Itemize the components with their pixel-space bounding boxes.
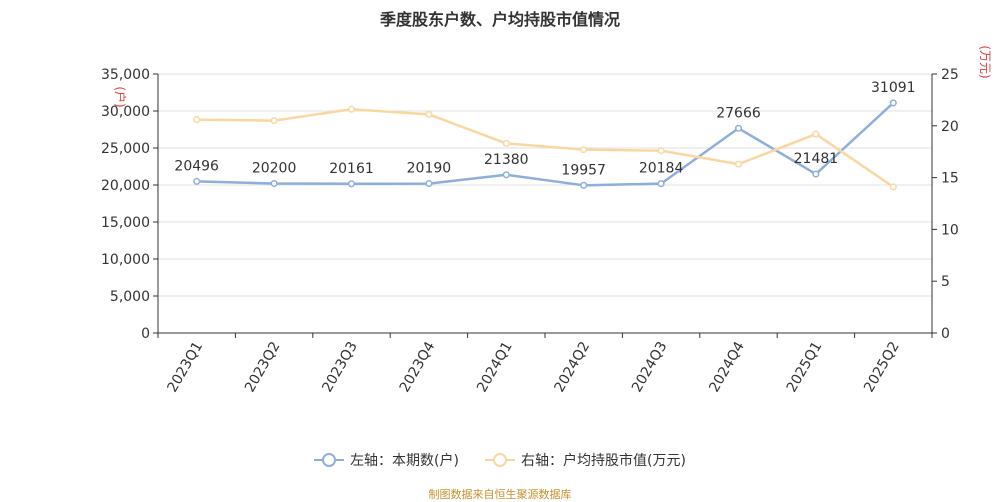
data-label-households: 21481: [794, 151, 839, 167]
legend-label-avg-holding-value: 右轴：户均持股市值(万元): [521, 453, 686, 469]
legend-item-households[interactable]: 左轴：本期数(户): [314, 450, 459, 470]
left-axis-tick-label: 25,000: [101, 141, 150, 157]
left-axis-unit-label: (户): [113, 86, 128, 107]
data-point-avg-holding-value: [734, 160, 743, 168]
series-line-avg-holding-value: [196, 107, 895, 188]
data-label-households: 19957: [561, 162, 606, 178]
data-point-avg-holding-value: [580, 146, 588, 154]
right-axis-tick-label: 25: [941, 67, 959, 83]
left-axis-tick-label: 30,000: [101, 104, 150, 120]
data-point-avg-holding-value: [657, 147, 665, 155]
legend: 左轴：本期数(户) 右轴：户均持股市值(万元): [0, 450, 1000, 470]
left-axis-tick-label: 15,000: [101, 215, 150, 231]
right-axis-tick-label: 5: [941, 274, 950, 290]
data-label-households: 20496: [174, 158, 219, 174]
data-point-avg-holding-value: [347, 105, 356, 113]
data-point-households: [734, 124, 743, 132]
data-point-avg-holding-value: [193, 116, 201, 124]
x-axis-tick-label: 2025Q1: [784, 339, 826, 395]
data-point-avg-holding-value: [502, 139, 510, 147]
left-axis-tick-label: 10,000: [101, 252, 150, 268]
data-label-households: 20161: [329, 161, 374, 177]
data-point-households: [812, 170, 820, 178]
data-label-households: 20190: [407, 161, 452, 177]
legend-swatch-households: [314, 453, 345, 467]
data-point-households: [270, 179, 278, 188]
x-axis-tick-label: 2025Q2: [861, 339, 903, 395]
data-label-households: 21380: [484, 152, 529, 168]
data-point-avg-holding-value: [270, 117, 278, 125]
right-axis-tick-label: 20: [941, 119, 959, 135]
x-axis-tick-label: 2023Q4: [397, 339, 439, 395]
data-point-households: [193, 177, 201, 185]
x-axis-tick-label: 2023Q2: [242, 339, 284, 395]
x-axis-tick-label: 2024Q1: [474, 339, 516, 395]
legend-item-avg-holding-value[interactable]: 右轴：户均持股市值(万元): [485, 450, 686, 470]
left-axis-tick-label: 35,000: [101, 67, 150, 83]
data-point-avg-holding-value: [812, 130, 820, 138]
data-point-households: [502, 171, 510, 179]
legend-swatch-avg-holding-value: [485, 453, 515, 467]
x-axis-tick-label: 2024Q4: [706, 339, 748, 395]
right-axis-tick-label: 0: [941, 326, 950, 342]
x-axis-tick-label: 2023Q1: [165, 339, 207, 395]
data-point-households: [347, 180, 356, 188]
data-label-households: 27666: [716, 105, 761, 121]
data-point-households: [657, 180, 665, 188]
x-axis-tick-label: 2023Q3: [319, 339, 361, 395]
left-axis-tick-label: 20,000: [101, 178, 150, 194]
data-source-note: 制图数据来自恒生聚源数据库: [428, 488, 572, 501]
right-axis-tick-label: 15: [941, 171, 959, 187]
data-point-households: [889, 99, 897, 107]
series-line-households: [196, 102, 895, 187]
data-label-households: 31091: [871, 80, 916, 96]
x-axis-tick-label: 2024Q3: [629, 339, 671, 395]
legend-label-households: 左轴：本期数(户): [350, 453, 459, 469]
data-point-households: [425, 180, 433, 188]
data-point-households: [580, 181, 588, 189]
data-point-avg-holding-value: [889, 183, 897, 191]
left-axis-tick-label: 0: [141, 326, 150, 342]
x-axis-tick-label: 2024Q2: [552, 339, 594, 395]
right-axis-tick-label: 10: [941, 222, 959, 238]
data-label-households: 20200: [252, 161, 297, 177]
left-axis-tick-label: 5,000: [110, 289, 150, 305]
data-point-avg-holding-value: [425, 110, 433, 118]
right-axis-unit-label: (万元): [978, 45, 992, 78]
data-label-households: 20184: [639, 161, 684, 177]
chart-title: 季度股东户数、户均持股市值情况: [379, 10, 620, 29]
